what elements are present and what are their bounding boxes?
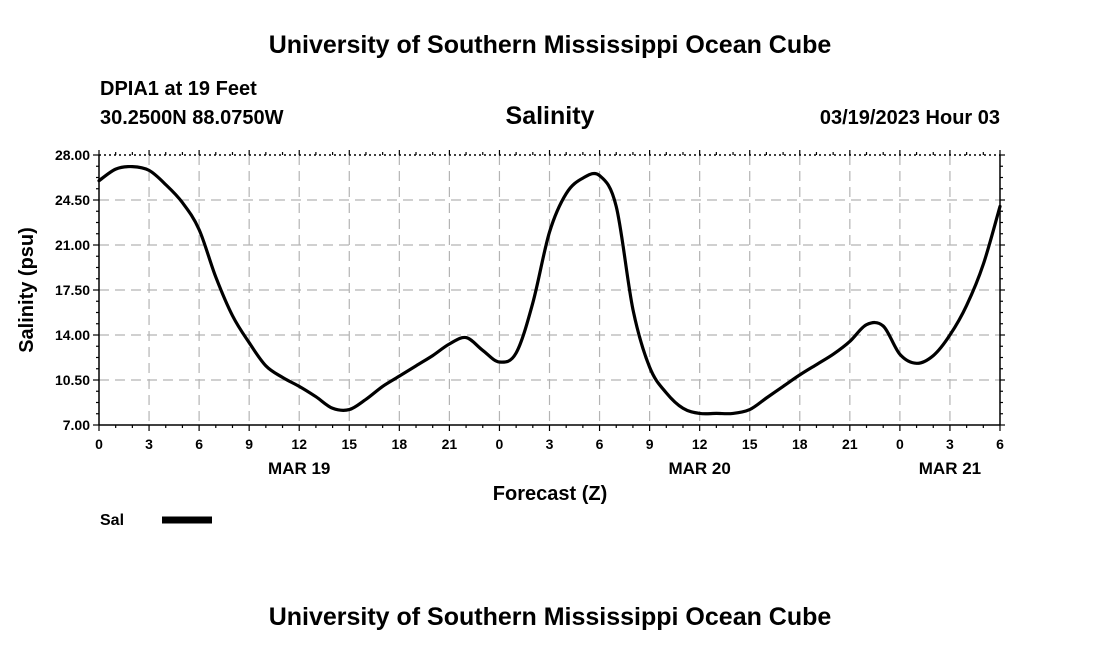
x-tick-label: 15 [742,436,758,452]
x-axis-label: Forecast (Z) [493,483,607,505]
y-tick-label: 14.00 [55,327,90,343]
x-tick-label: 21 [442,436,458,452]
y-tick-label: 21.00 [55,237,90,253]
series-line-sal [97,164,1002,416]
y-tick-label: 17.50 [55,282,90,298]
x-tick-label: 6 [195,436,203,452]
x-tick-label: 15 [341,436,357,452]
date-label: MAR 21 [919,459,981,478]
x-tick-label: 0 [496,436,504,452]
x-tick-label: 3 [546,436,554,452]
x-tick-label: 6 [996,436,1004,452]
date-label: MAR 19 [268,459,330,478]
plot-area: 7.00 10.50 14.00 17.50 21.00 24.50 28.00 0 3 6 9 12… [55,147,1005,478]
x-tick-label: 18 [792,436,808,452]
y-axis-label: Salinity (psu) [16,227,38,353]
x-tick-label: 0 [95,436,103,452]
forecast-timestamp: 03/19/2023 Hour 03 [820,107,1000,129]
station-coordinates: 30.2500N 88.0750W [100,107,284,129]
legend: Sal [100,512,212,529]
y-tick-label: 10.50 [55,372,90,388]
station-label: DPIA1 at 19 Feet [100,78,257,100]
x-tick-label: 18 [392,436,408,452]
y-tick-label: 28.00 [55,147,90,163]
x-tick-label: 3 [946,436,954,452]
x-tick-label: 6 [596,436,604,452]
footer-title: University of Southern Mississippi Ocean… [269,603,832,631]
y-tick-label: 7.00 [63,417,90,433]
x-tick-label: 21 [842,436,858,452]
date-label: MAR 20 [668,459,730,478]
x-tick-label: 0 [896,436,904,452]
legend-label-sal: Sal [100,512,124,529]
x-tick-label: 12 [692,436,708,452]
y-tick-label: 24.50 [55,192,90,208]
x-tick-label: 9 [245,436,253,452]
x-tick-label: 9 [646,436,654,452]
page-title: University of Southern Mississippi Ocean… [269,31,832,59]
x-tick-label: 12 [291,436,307,452]
chart-title: Salinity [506,102,595,130]
x-tick-label: 3 [145,436,153,452]
